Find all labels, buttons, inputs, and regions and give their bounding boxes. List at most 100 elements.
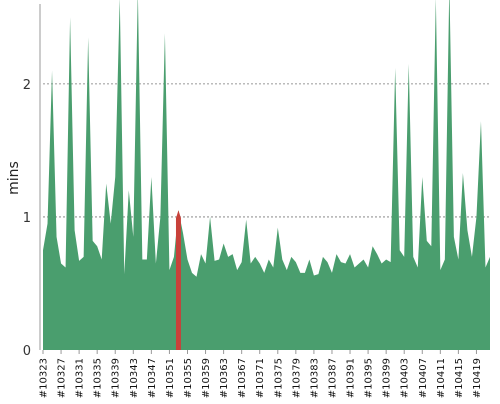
data-point[interactable] bbox=[483, 265, 487, 269]
data-point[interactable] bbox=[384, 258, 388, 262]
data-point[interactable] bbox=[380, 262, 384, 266]
data-point[interactable] bbox=[172, 255, 176, 259]
data-point[interactable] bbox=[145, 258, 149, 262]
data-point[interactable] bbox=[55, 235, 59, 239]
data-point[interactable] bbox=[262, 271, 266, 275]
highlight-layer bbox=[175, 210, 181, 350]
data-point[interactable] bbox=[325, 260, 329, 264]
data-point[interactable] bbox=[312, 273, 316, 277]
data-point[interactable] bbox=[240, 260, 244, 264]
data-point[interactable] bbox=[321, 255, 325, 259]
data-point[interactable] bbox=[185, 258, 189, 262]
data-point[interactable] bbox=[249, 262, 253, 266]
data-point[interactable] bbox=[416, 265, 420, 269]
data-point[interactable] bbox=[217, 258, 221, 262]
data-point[interactable] bbox=[465, 228, 469, 232]
highlighted-build-bar[interactable] bbox=[175, 210, 181, 350]
data-point[interactable] bbox=[158, 215, 162, 219]
data-point[interactable] bbox=[402, 255, 406, 259]
data-point[interactable] bbox=[204, 262, 208, 266]
data-point[interactable] bbox=[113, 175, 117, 179]
data-point[interactable] bbox=[470, 255, 474, 259]
data-point[interactable] bbox=[271, 265, 275, 269]
data-point[interactable] bbox=[46, 222, 50, 226]
x-tick-label: #10371 bbox=[255, 358, 266, 398]
data-point[interactable] bbox=[303, 271, 307, 275]
data-point[interactable] bbox=[339, 260, 343, 264]
data-point[interactable] bbox=[474, 215, 478, 219]
data-point[interactable] bbox=[167, 268, 171, 272]
data-point[interactable] bbox=[398, 248, 402, 252]
data-point[interactable] bbox=[222, 242, 226, 246]
data-point[interactable] bbox=[393, 66, 397, 70]
data-point[interactable] bbox=[100, 258, 104, 262]
data-point[interactable] bbox=[488, 255, 492, 259]
data-point[interactable] bbox=[91, 239, 95, 243]
data-point[interactable] bbox=[64, 265, 68, 269]
data-point[interactable] bbox=[213, 259, 217, 263]
data-point[interactable] bbox=[163, 31, 167, 35]
data-point[interactable] bbox=[140, 258, 144, 262]
data-point[interactable] bbox=[235, 268, 239, 272]
data-point[interactable] bbox=[438, 268, 442, 272]
data-point[interactable] bbox=[285, 268, 289, 272]
data-point[interactable] bbox=[258, 262, 262, 266]
data-point[interactable] bbox=[154, 262, 158, 266]
data-point[interactable] bbox=[122, 272, 126, 276]
data-point[interactable] bbox=[208, 215, 212, 219]
data-point[interactable] bbox=[109, 222, 113, 226]
data-point[interactable] bbox=[375, 252, 379, 256]
data-point[interactable] bbox=[104, 182, 108, 186]
data-point[interactable] bbox=[59, 262, 63, 266]
data-point[interactable] bbox=[50, 69, 54, 73]
data-point[interactable] bbox=[357, 262, 361, 266]
data-point[interactable] bbox=[195, 275, 199, 279]
data-point[interactable] bbox=[149, 175, 153, 179]
data-point[interactable] bbox=[131, 235, 135, 239]
data-point[interactable] bbox=[344, 262, 348, 266]
data-point[interactable] bbox=[456, 258, 460, 262]
data-point[interactable] bbox=[41, 248, 45, 252]
data-point[interactable] bbox=[199, 252, 203, 256]
x-tick-label: #10415 bbox=[454, 358, 465, 398]
data-point[interactable] bbox=[334, 252, 338, 256]
data-point[interactable] bbox=[316, 272, 320, 276]
data-point[interactable] bbox=[362, 258, 366, 262]
data-point[interactable] bbox=[389, 260, 393, 264]
data-point[interactable] bbox=[190, 271, 194, 275]
data-point[interactable] bbox=[407, 62, 411, 66]
data-point[interactable] bbox=[461, 171, 465, 175]
data-point[interactable] bbox=[244, 218, 248, 222]
data-point[interactable] bbox=[348, 252, 352, 256]
data-point[interactable] bbox=[280, 258, 284, 262]
data-point[interactable] bbox=[231, 252, 235, 256]
data-point[interactable] bbox=[420, 175, 424, 179]
data-point[interactable] bbox=[353, 265, 357, 269]
data-point[interactable] bbox=[68, 15, 72, 19]
data-point[interactable] bbox=[429, 244, 433, 248]
data-point[interactable] bbox=[267, 258, 271, 262]
data-point[interactable] bbox=[226, 255, 230, 259]
data-point[interactable] bbox=[181, 231, 185, 235]
data-point[interactable] bbox=[82, 255, 86, 259]
data-point[interactable] bbox=[366, 265, 370, 269]
data-point[interactable] bbox=[371, 244, 375, 248]
data-point[interactable] bbox=[276, 226, 280, 230]
data-point[interactable] bbox=[95, 244, 99, 248]
data-point[interactable] bbox=[411, 255, 415, 259]
x-tick-label: #10359 bbox=[201, 358, 212, 398]
data-point[interactable] bbox=[77, 259, 81, 263]
data-point[interactable] bbox=[86, 35, 90, 39]
data-point[interactable] bbox=[452, 235, 456, 239]
data-point[interactable] bbox=[330, 271, 334, 275]
data-point[interactable] bbox=[443, 258, 447, 262]
data-point[interactable] bbox=[289, 255, 293, 259]
data-point[interactable] bbox=[127, 188, 131, 192]
data-point[interactable] bbox=[294, 260, 298, 264]
data-point[interactable] bbox=[253, 255, 257, 259]
data-point[interactable] bbox=[479, 119, 483, 123]
data-point[interactable] bbox=[307, 258, 311, 262]
data-point[interactable] bbox=[425, 239, 429, 243]
data-point[interactable] bbox=[298, 271, 302, 275]
data-point[interactable] bbox=[73, 228, 77, 232]
